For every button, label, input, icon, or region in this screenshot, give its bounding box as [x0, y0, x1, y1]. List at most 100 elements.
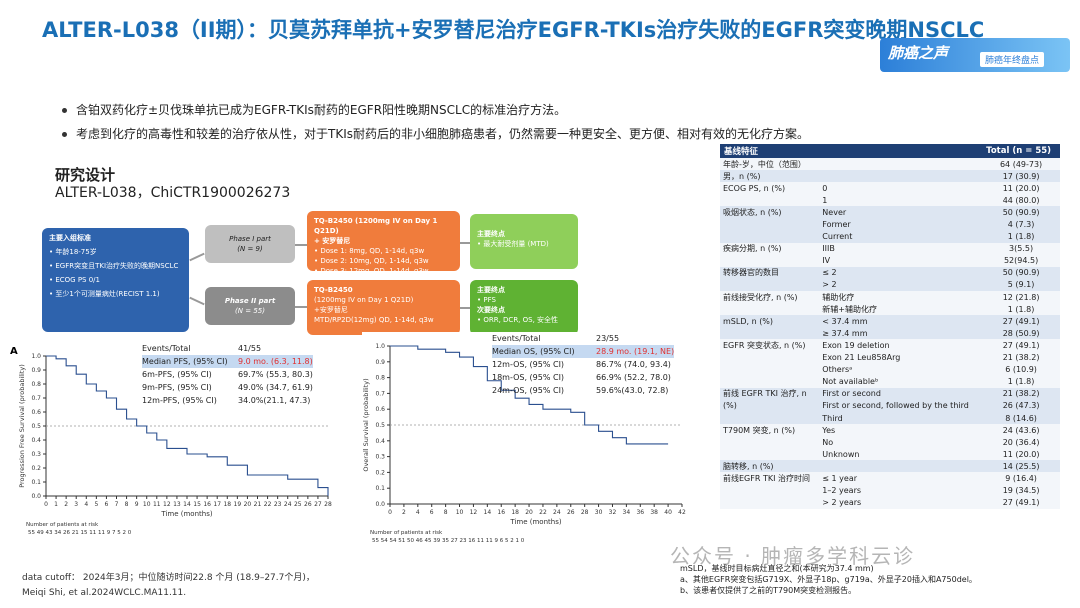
flow-arrow [295, 244, 307, 246]
table-cell-value: 50 (90.9) [982, 266, 1060, 279]
table-cell-value: 28 (50.9) [982, 327, 1060, 340]
table-cell-feature [720, 327, 820, 340]
table-cell-value: 6 (10.9) [982, 363, 1060, 376]
table-cell-category: Unknown [819, 448, 983, 461]
pfs-stat-row: 6m-PFS, (95% CI) 69.7% (55.3, 80.3) [142, 370, 313, 379]
y-tick-label: 0.5 [375, 422, 385, 429]
x-tick-label: 2 [64, 501, 68, 508]
x-tick-label: 6 [430, 509, 434, 516]
pfs-stats: Events/Total 41/55 Median PFS, (95% CI) 9.… [142, 342, 313, 407]
note-line: a、其他EGFR突变包括G719X、外显子18p、g719a、外显子20插入和A… [680, 575, 977, 584]
table-row: 前线 EGFR TKI 治疗, n First or second 21 (38.2… [720, 387, 1060, 400]
table-cell-value: 27 (49.1) [982, 315, 1060, 328]
x-tick-label: 26 [567, 509, 575, 516]
os-stats: Events/Total 23/55 Median OS, (95% CI) 28.… [492, 332, 675, 397]
table-row: 新辅+辅助化疗 1 (1.8) [720, 303, 1060, 316]
table-cell-value: 14 (25.5) [982, 460, 1060, 473]
treatment2-line: TQ-B2450 [314, 286, 353, 294]
table-cell-feature [720, 218, 820, 231]
table-cell-category: 1 [819, 194, 983, 207]
table-row: 年龄-岁，中位（范围） 64 (49-73) [720, 158, 1060, 171]
table-cell-feature [720, 230, 820, 243]
x-tick-label: 25 [294, 501, 302, 508]
inclusion-box: 主要入组标准 • 年龄18-75岁 • EGFR突变且TKI治疗失败的晚期NSC… [42, 228, 189, 332]
table-header-row: 基线特征 Total (n = 55) [720, 144, 1060, 158]
y-axis-label: Progression Free Survival (probability) [18, 364, 26, 488]
x-tick-label: 30 [595, 509, 603, 516]
x-tick-label: 36 [636, 509, 644, 516]
brand-logo: 肺癌之声 肺癌年终盘点 [880, 38, 1070, 72]
table-row: mSLD, n (%) < 37.4 mm 27 (49.1) [720, 315, 1060, 328]
table-row: Exon 21 Leu858Arg 21 (38.2) [720, 351, 1060, 364]
table-cell-value: 1 (1.8) [982, 230, 1060, 243]
x-tick-label: 22 [264, 501, 272, 508]
table-row: 男，n (%) 17 (30.9) [720, 170, 1060, 183]
brand-tag: 肺癌年终盘点 [980, 52, 1045, 67]
flow-arrow [189, 296, 205, 306]
x-tick-label: 18 [511, 509, 519, 516]
table-row: 脑转移, n (%) 14 (25.5) [720, 460, 1060, 473]
risk-label: Number of patients at risk [370, 530, 443, 536]
table-row: No 20 (36.4) [720, 436, 1060, 449]
trial-id: ALTER-L038，ChiCTR1900026273 [55, 185, 291, 201]
y-tick-label: 0.0 [375, 501, 385, 508]
treatment1-box: TQ-B2450 (1200mg IV on Day 1 Q21D) + 安罗替… [307, 211, 460, 275]
table-row: ECOG PS, n (%) 0 11 (20.0) [720, 182, 1060, 195]
y-tick-label: 0.1 [31, 479, 41, 486]
table-cell-feature [720, 351, 820, 364]
table-cell-category: Not availableᵇ [819, 375, 983, 388]
treatment1-dose: • Dose 1: 8mg, QD, 1-14d, q3w [314, 247, 425, 255]
flow-arrow [189, 252, 205, 262]
table-cell-category: First or second [819, 387, 983, 400]
table-cell-value: 17 (30.9) [982, 170, 1060, 183]
table-cell-category: 新辅+辅助化疗 [819, 303, 983, 316]
table-row: IV 52(94.5) [720, 254, 1060, 267]
x-tick-label: 27 [314, 501, 322, 508]
table-row: 转移器官的数目 ≤ 2 50 (90.9) [720, 266, 1060, 279]
y-tick-label: 0.5 [31, 423, 41, 430]
y-tick-label: 0.0 [31, 493, 41, 500]
x-tick-label: 11 [153, 501, 161, 508]
endpoint2-box: 主要终点 • PFS 次要终点 • ORR, DCR, OS, 安全性 [470, 280, 578, 335]
phase1-box: Phase I part (N = 9) [205, 225, 295, 263]
table-cell-feature [720, 484, 820, 497]
table-row: Not availableᵇ 1 (1.8) [720, 375, 1060, 388]
x-tick-label: 14 [484, 509, 492, 516]
x-tick-label: 12 [163, 501, 171, 508]
y-tick-label: 0.2 [31, 465, 41, 472]
bullet-list: 含铂双药化疗±贝伐珠单抗已成为EGFR-TKIs耐药的EGFR阳性晚期NSCLC… [62, 98, 809, 146]
brand-logo-text: 肺癌之声 [888, 44, 949, 62]
watermark: 公众号 · 肿瘤多学科云诊 [670, 544, 916, 568]
x-tick-label: 26 [304, 501, 312, 508]
table-cell-category: Othersᵃ [819, 363, 983, 376]
table-cell-category: < 37.4 mm [819, 315, 983, 328]
x-tick-label: 6 [105, 501, 109, 508]
flow-arrow [460, 242, 470, 244]
endpoint1-box: 主要终点 • 最大耐受剂量 (MTD) [470, 214, 578, 269]
table-cell-feature: ECOG PS, n (%) [720, 182, 820, 195]
table-cell-category: First or second, followed by the third [819, 399, 983, 412]
table-cell-feature [720, 496, 820, 509]
phase2-name: Phase II part [224, 297, 276, 305]
x-tick-label: 16 [497, 509, 505, 516]
x-tick-label: 20 [525, 509, 533, 516]
pfs-stat-row: Median PFS, (95% CI) 9.0 mo. (6.3, 11.8) [142, 355, 313, 368]
os-chart: 1.00.90.80.70.60.50.40.30.20.10.00 2 4 6 8 10… [362, 343, 686, 544]
table-row: Othersᵃ 6 (10.9) [720, 363, 1060, 376]
table-row: EGFR 突变状态, n (%) Exon 19 deletion 27 (49.1… [720, 339, 1060, 352]
table-cell-value: 19 (34.5) [982, 484, 1060, 497]
table-cell-category: Yes [819, 424, 983, 437]
table-cell-feature: mSLD, n (%) [720, 315, 820, 328]
y-tick-label: 0.7 [375, 390, 385, 397]
inclusion-item: • 至少1个可测量病灶(RECIST 1.1) [49, 290, 160, 298]
x-tick-label: 38 [650, 509, 658, 516]
y-tick-label: 0.2 [375, 469, 385, 476]
table-cell-value: 12 (21.8) [982, 291, 1060, 304]
table-cell-value: 21 (38.2) [982, 351, 1060, 364]
pfs-stat-row: 12m-PFS, (95% CI) 34.0%(21.1, 47.3) [142, 396, 311, 405]
table-cell-value: 3(5.5) [982, 242, 1060, 255]
table-row: T790M 突变, n (%) Yes 24 (43.6) [720, 424, 1060, 437]
table-row: Former 4 (7.3) [720, 218, 1060, 231]
table-row: Unknown 11 (20.0) [720, 448, 1060, 461]
table-notes: mSLD，基线时目标病灶直径之和(本研究为37.4 mm) a、其他EGFR突变… [680, 563, 977, 596]
